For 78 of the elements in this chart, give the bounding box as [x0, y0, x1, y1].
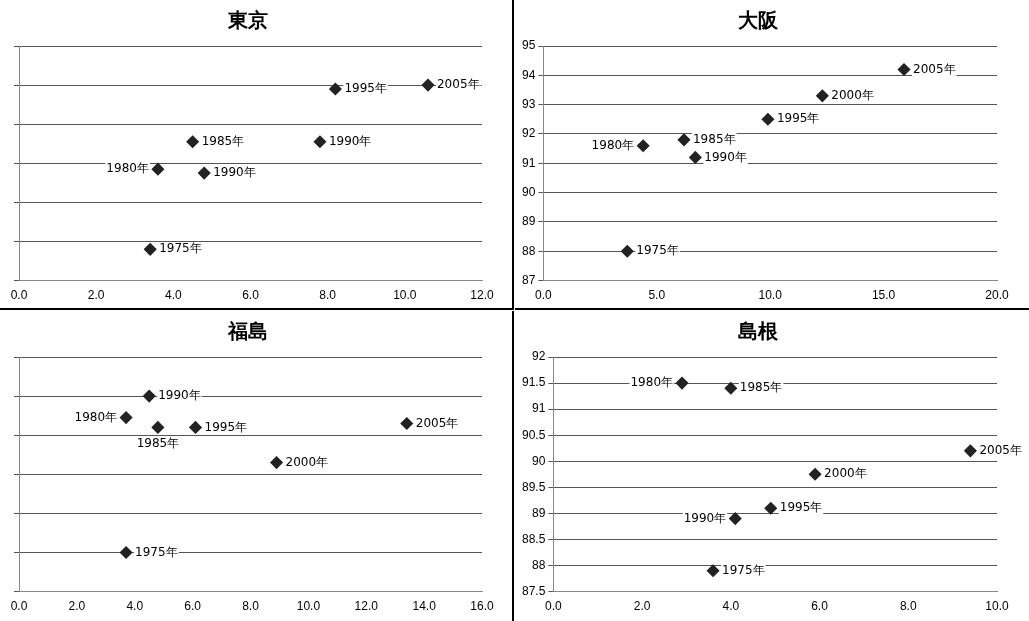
annotation: 2000年	[831, 87, 874, 102]
x-tick-label: 16.0	[470, 599, 494, 614]
x-tick-label: 10.0	[296, 599, 321, 614]
y-tick-label: 90	[532, 453, 546, 468]
annotation: 2005年	[436, 77, 480, 92]
annotation: 1990年	[704, 149, 747, 164]
annotation: 1975年	[722, 562, 765, 577]
x-tick-label: 6.0	[242, 288, 260, 303]
y-tick-label: 91	[521, 155, 536, 170]
x-tick-label: 10.0	[985, 599, 1009, 614]
chart-title: 島根	[738, 319, 779, 344]
y-tick-label: 90	[521, 184, 536, 199]
annotation: 1975年	[135, 544, 178, 559]
x-tick-label: 8.0	[899, 599, 917, 614]
x-tick-label: 10.0	[758, 288, 783, 303]
y-tick-label: 88	[521, 243, 536, 258]
annotation: 1990年	[683, 510, 727, 525]
annotation: 1990年	[213, 165, 256, 180]
annotation: 2005年	[913, 61, 956, 76]
y-tick-label: 89	[521, 214, 536, 229]
x-tick-label: 0.0	[535, 288, 553, 303]
x-tick-label: 8.0	[319, 288, 337, 303]
x-tick-label: 14.0	[412, 599, 437, 614]
x-tick-label: 8.0	[242, 599, 260, 614]
y-tick-label: 94	[521, 67, 536, 82]
x-tick-label: 4.0	[126, 599, 144, 614]
annotation: 1990年	[328, 133, 372, 148]
x-tick-label: 2.0	[87, 288, 105, 303]
y-tick-label: 92	[532, 349, 546, 364]
y-tick-label: 89	[532, 505, 546, 520]
annotation: 1980年	[74, 409, 118, 424]
x-tick-label: 5.0	[648, 288, 666, 303]
x-tick-label: 4.0	[722, 599, 740, 614]
chart-title: 大阪	[738, 8, 779, 33]
annotation: 1985年	[739, 380, 783, 395]
y-tick-label: 88.5	[522, 531, 546, 546]
annotation: 1995年	[776, 111, 820, 126]
annotation: 1995年	[779, 500, 823, 515]
y-tick-label: 92	[521, 126, 536, 141]
annotation: 1995年	[204, 419, 248, 434]
x-tick-label: 0.0	[545, 599, 563, 614]
x-tick-label: 12.0	[354, 599, 379, 614]
y-tick-label: 89.5	[522, 479, 546, 494]
annotation: 1985年	[692, 131, 736, 146]
y-tick-label: 90.5	[522, 427, 546, 442]
x-tick-label: 6.0	[811, 599, 829, 614]
annotation: 1975年	[159, 241, 202, 256]
y-tick-label: 91	[532, 401, 546, 416]
x-tick-label: 20.0	[985, 288, 1009, 303]
x-tick-label: 0.0	[10, 599, 28, 614]
annotation: 1995年	[344, 81, 387, 96]
x-tick-label: 10.0	[393, 288, 417, 303]
annotation: 2005年	[979, 442, 1022, 457]
annotation: 1985年	[136, 435, 180, 450]
x-tick-label: 12.0	[470, 288, 494, 303]
y-tick-label: 87	[521, 272, 536, 287]
chart-title: 福島	[227, 319, 268, 344]
annotation: 1985年	[201, 133, 245, 148]
annotation: 1980年	[591, 137, 635, 152]
x-tick-label: 2.0	[633, 599, 651, 614]
y-tick-label: 91.5	[522, 375, 546, 390]
x-tick-label: 0.0	[10, 288, 28, 303]
x-tick-label: 2.0	[68, 599, 86, 614]
annotation: 1975年	[636, 243, 679, 258]
annotation: 2000年	[824, 466, 867, 481]
x-tick-label: 6.0	[184, 599, 202, 614]
x-tick-label: 15.0	[871, 288, 896, 303]
chart-title: 東京	[227, 8, 268, 33]
y-tick-label: 88	[532, 557, 546, 572]
annotation: 1990年	[158, 388, 201, 403]
annotation: 2005年	[415, 415, 459, 430]
x-tick-label: 4.0	[164, 288, 182, 303]
annotation: 2000年	[285, 454, 329, 469]
annotation: 1980年	[630, 375, 674, 390]
annotation: 1980年	[106, 161, 149, 176]
y-tick-label: 93	[521, 96, 536, 111]
y-tick-label: 87.5	[522, 583, 546, 598]
y-tick-label: 95	[521, 38, 536, 53]
